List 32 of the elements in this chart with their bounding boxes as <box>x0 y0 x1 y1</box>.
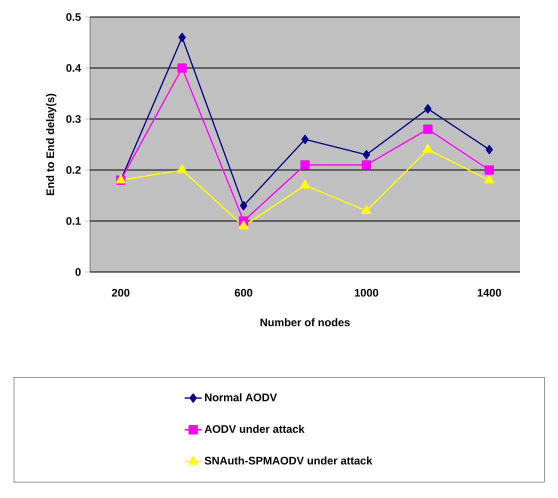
y-tick-label: 0.3 <box>66 115 81 123</box>
point <box>361 205 372 214</box>
y-tick-label: 0.5 <box>66 13 81 21</box>
y-axis-title: End to End delay(s) <box>46 94 56 196</box>
y-tick-label: 0.1 <box>66 217 81 225</box>
x-tick-label: 200 <box>112 288 130 297</box>
legend-label: SNAuth-SPMAODV under attack <box>204 456 372 465</box>
y-tick-label: 0.2 <box>66 166 81 174</box>
y-tick-label: 0 <box>75 268 81 276</box>
y-tick-label: 0.4 <box>66 64 82 72</box>
point <box>362 150 370 160</box>
x-tick-label: 600 <box>234 288 252 297</box>
point <box>178 32 186 42</box>
point <box>240 201 248 210</box>
point <box>177 63 187 73</box>
point <box>484 165 494 175</box>
point <box>300 180 310 188</box>
point <box>300 160 310 170</box>
point <box>422 144 433 153</box>
x-tick-label: 1000 <box>354 288 378 297</box>
x-axis-title: Number of nodes <box>260 318 350 326</box>
point <box>423 124 433 134</box>
legend-label: Normal AODV <box>205 393 277 402</box>
point <box>301 134 309 144</box>
point <box>484 174 494 184</box>
point <box>424 104 432 114</box>
point <box>177 164 188 174</box>
x-tick-label: 1400 <box>478 288 502 297</box>
legend-label: AODV under attack <box>204 424 305 433</box>
point <box>362 160 372 170</box>
point <box>486 144 493 154</box>
point <box>238 220 249 230</box>
